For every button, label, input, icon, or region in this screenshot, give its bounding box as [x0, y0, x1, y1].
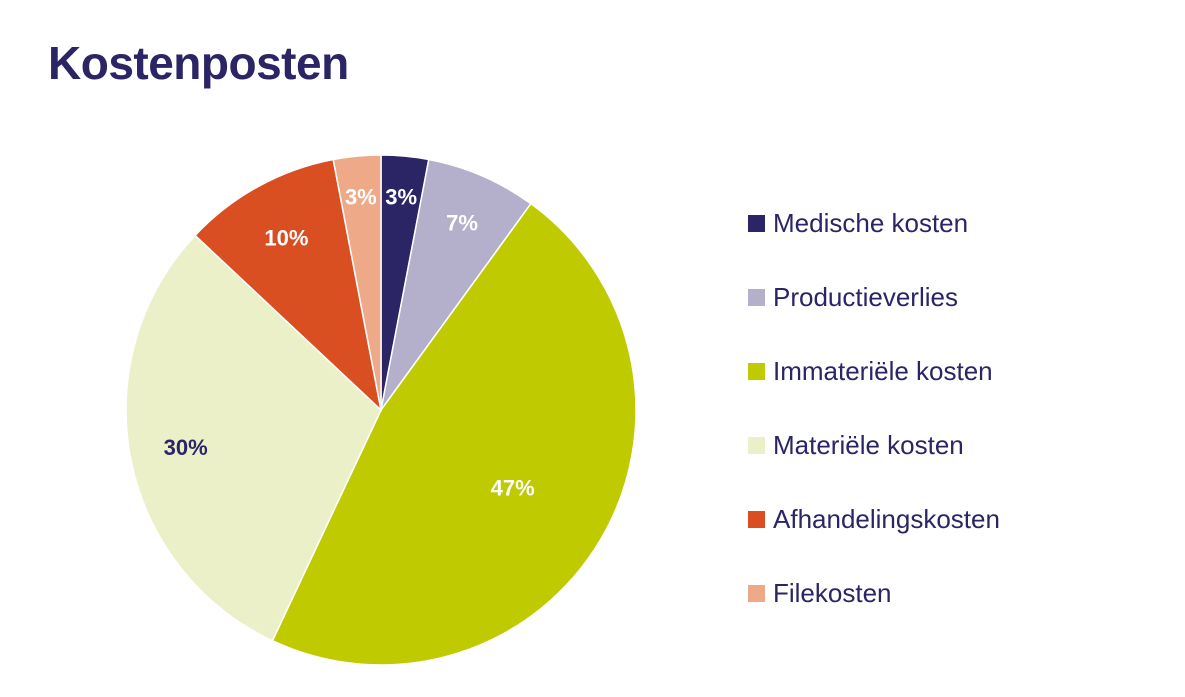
legend-swatch: [748, 214, 765, 232]
legend-label: Medische kosten: [773, 207, 969, 238]
legend-swatch: [748, 436, 765, 454]
chart-legend: Medische kosten Productieverlies Immaterië…: [748, 186, 1000, 630]
slice-data-label: 3%: [385, 184, 417, 209]
legend-swatch: [748, 510, 765, 528]
legend-label: Productieverlies: [773, 281, 958, 312]
legend-item: Productieverlies: [748, 260, 1000, 334]
slice-data-label: 47%: [491, 475, 535, 500]
legend-swatch: [748, 584, 765, 602]
legend-swatch: [748, 288, 765, 306]
legend-item: Filekosten: [748, 556, 1000, 630]
pie-chart: 3% 7% 47% 30% 10% 3%: [125, 154, 637, 666]
slice-data-label: 30%: [164, 435, 208, 460]
legend-label: Materiële kosten: [773, 429, 964, 460]
legend-item: Immateriële kosten: [748, 334, 1000, 408]
legend-label: Filekosten: [773, 577, 892, 608]
legend-item: Afhandelingskosten: [748, 482, 1000, 556]
chart-title: Kostenposten: [48, 37, 349, 89]
legend-label: Immateriële kosten: [773, 355, 993, 386]
slice-data-label: 7%: [446, 210, 478, 235]
pie-slice: [194, 158, 383, 413]
pie-slice: [125, 234, 382, 642]
pie-slice: [271, 202, 637, 666]
legend-item: Medische kosten: [748, 186, 1000, 260]
legend-label: Afhandelingskosten: [773, 503, 1000, 534]
legend-swatch: [748, 362, 765, 380]
legend-item: Materiële kosten: [748, 408, 1000, 482]
pie-slice: [380, 158, 532, 411]
pie-slice: [332, 154, 382, 411]
slice-data-label: 10%: [264, 225, 308, 250]
slice-data-label: 3%: [345, 184, 377, 209]
